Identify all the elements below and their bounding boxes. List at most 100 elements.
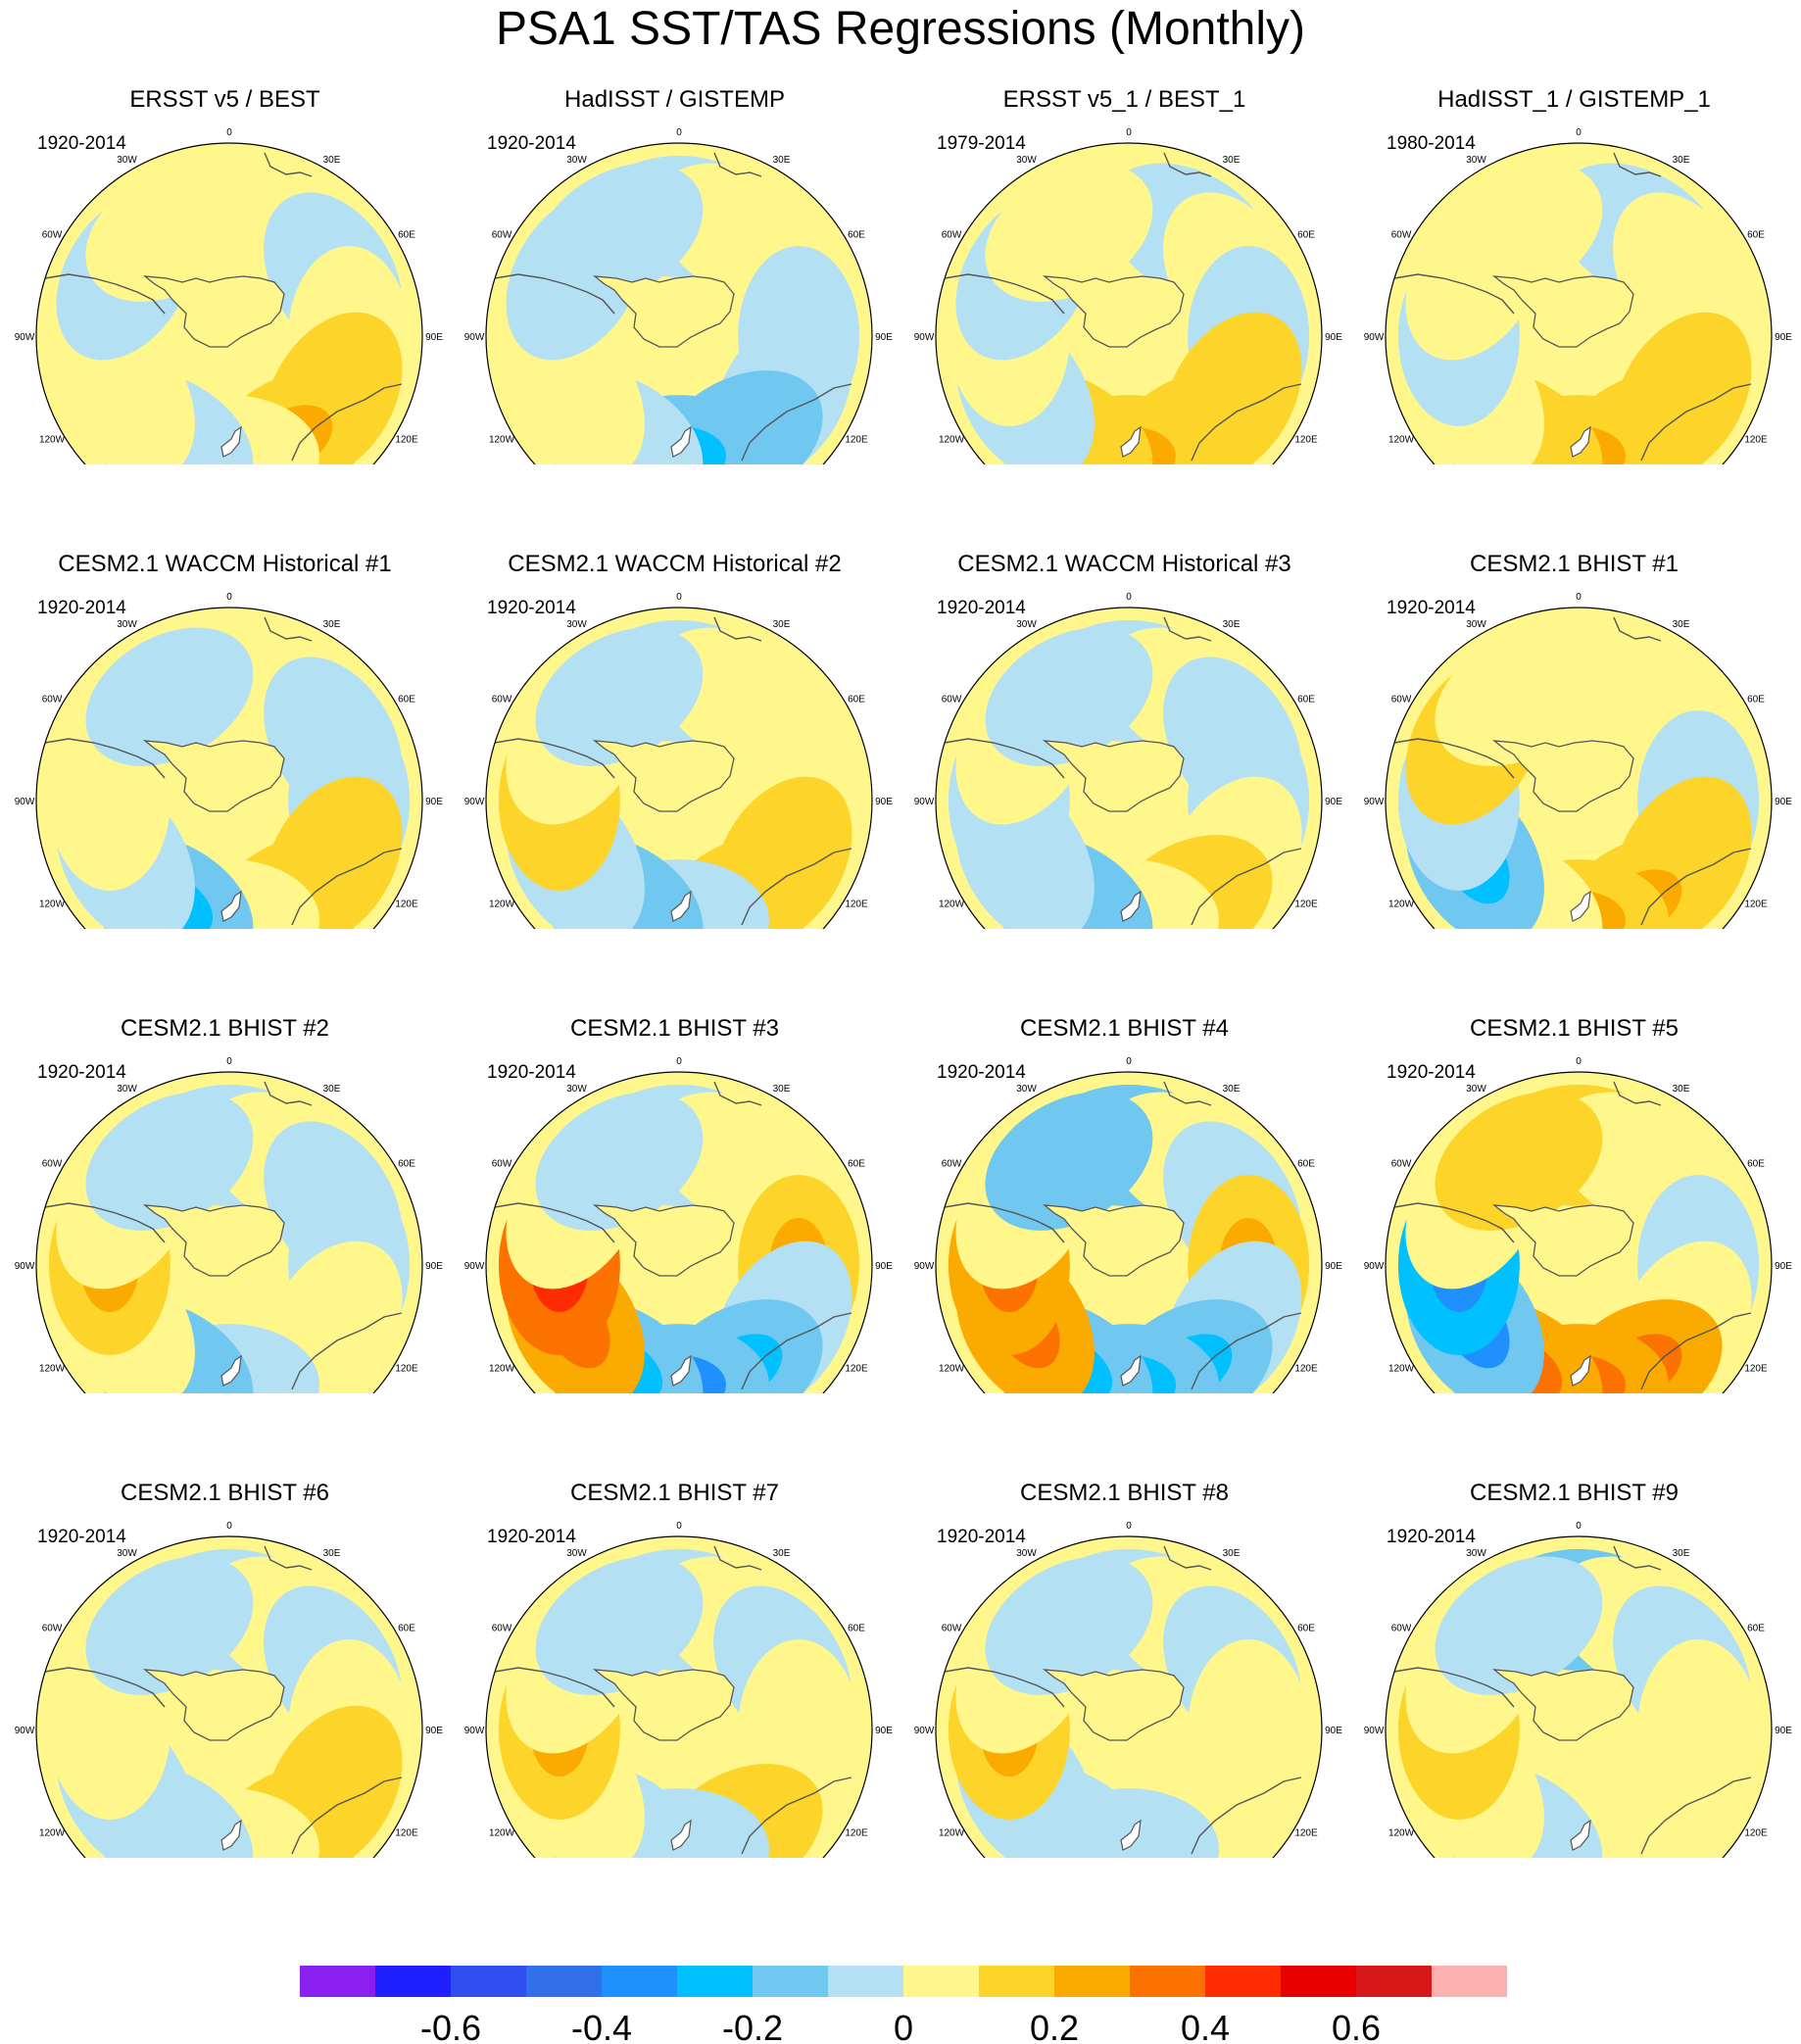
panel-period: 1920-2014 <box>1387 1527 1476 1547</box>
coastline <box>944 1202 1065 1243</box>
longitude-label: 30W <box>117 1084 137 1095</box>
longitude-label: 30W <box>117 619 137 630</box>
longitude-label: 30E <box>1673 619 1690 630</box>
longitude-label: 120E <box>1744 1828 1768 1839</box>
longitude-label: 0 <box>1576 1521 1582 1532</box>
longitude-label: 120E <box>1744 435 1768 446</box>
longitude-label: 90W <box>1364 332 1385 343</box>
longitude-label: 0 <box>1126 592 1132 603</box>
anomaly-region <box>85 163 254 302</box>
longitude-label: 90W <box>15 1726 35 1736</box>
coastline <box>1570 1819 1591 1851</box>
antarctica-coastline <box>1042 275 1185 348</box>
longitude-label: 0 <box>676 592 682 603</box>
colorbar-swatch <box>903 1966 979 1997</box>
longitude-label: 60E <box>1747 1624 1765 1634</box>
anomaly-region <box>1435 1556 1603 1695</box>
longitude-label: 0 <box>1126 1056 1132 1067</box>
longitude-label: 30E <box>1673 155 1690 166</box>
longitude-label: 60E <box>1747 1159 1765 1170</box>
antarctica-coastline <box>142 740 285 812</box>
longitude-label: 90E <box>1775 332 1792 343</box>
panel-period: 1920-2014 <box>937 598 1026 618</box>
map-panel: 030E60E90E120E150E180150W120W90W60W30WCE… <box>0 1393 450 1858</box>
map-panel: 030E60E90E120E150E180150W120W90W60W30WCE… <box>900 464 1349 929</box>
longitude-label: 120W <box>489 900 515 910</box>
longitude-label: 60W <box>942 695 962 706</box>
longitude-label: 120E <box>845 900 868 910</box>
longitude-label: 30W <box>117 155 137 166</box>
coastline <box>1393 1202 1515 1243</box>
panel-title: ERSST v5 / BEST <box>129 86 320 113</box>
coastline <box>713 152 762 177</box>
anomaly-region <box>535 163 704 302</box>
longitude-label: 120E <box>395 1364 418 1375</box>
panel-period: 1920-2014 <box>937 1062 1026 1083</box>
coastline <box>741 383 852 462</box>
coastline <box>1191 383 1302 462</box>
coastline <box>670 1354 692 1387</box>
coastline <box>1640 1312 1752 1390</box>
longitude-label: 30W <box>1016 1084 1037 1095</box>
polar-map: 030E60E90E120E150E180150W120W90W60W30W <box>914 592 1342 929</box>
longitude-label: 0 <box>1126 1521 1132 1532</box>
anomaly-region <box>1435 1092 1603 1231</box>
panel-title: CESM2.1 BHIST #5 <box>1470 1015 1679 1042</box>
longitude-label: 60E <box>398 230 415 241</box>
longitude-label: 120W <box>39 1364 66 1375</box>
antarctica-coastline <box>1042 1204 1185 1277</box>
longitude-label: 60W <box>42 1159 63 1170</box>
colorbar-swatch <box>1054 1966 1130 1997</box>
map-panel: 030E60E90E120E150E180150W120W90W60W30WCE… <box>0 929 450 1393</box>
anomaly-region <box>1435 163 1603 302</box>
longitude-label: 60W <box>942 1159 962 1170</box>
longitude-label: 60E <box>848 695 865 706</box>
longitude-label: 30W <box>566 155 587 166</box>
coastline <box>713 1081 762 1106</box>
longitude-label: 60W <box>492 1624 512 1634</box>
longitude-label: 120E <box>1294 1828 1318 1839</box>
coastline <box>44 738 166 779</box>
polar-map: 030E60E90E120E150E180150W120W90W60W30W <box>914 127 1342 464</box>
anomaly-region <box>85 1556 254 1695</box>
coastline <box>494 738 615 779</box>
panel-period: 1920-2014 <box>37 598 126 618</box>
coastline <box>264 616 313 642</box>
coastline <box>44 1202 166 1243</box>
polar-map: 030E60E90E120E150E180150W120W90W60W30W <box>1364 1521 1792 1858</box>
anomaly-region <box>535 1556 704 1695</box>
coastline <box>1163 616 1212 642</box>
coastline <box>1393 738 1515 779</box>
longitude-label: 30W <box>1466 1548 1486 1559</box>
longitude-label: 120E <box>395 1828 418 1839</box>
antarctica-coastline <box>592 1204 735 1277</box>
longitude-label: 30W <box>1466 619 1486 630</box>
longitude-label: 60W <box>1391 695 1412 706</box>
longitude-label: 120E <box>1294 1364 1318 1375</box>
longitude-label: 120E <box>1294 435 1318 446</box>
polar-map: 030E60E90E120E150E180150W120W90W60W30W <box>464 127 893 464</box>
coastline <box>264 1081 313 1106</box>
anomaly-region <box>1435 627 1603 766</box>
longitude-label: 60E <box>1747 230 1765 241</box>
longitude-label: 30W <box>566 1084 587 1095</box>
coastline <box>944 273 1065 315</box>
colorbar-tick-label: -0.2 <box>722 2008 783 2044</box>
coastline <box>1163 1081 1212 1106</box>
coastline <box>713 1545 762 1571</box>
coastline <box>1613 1081 1662 1106</box>
colorbar-swatch <box>979 1966 1054 1997</box>
colorbar-tick-label: 0.2 <box>1030 2008 1079 2044</box>
longitude-label: 60E <box>848 1624 865 1634</box>
coastline <box>1613 1545 1662 1571</box>
longitude-label: 60W <box>942 1624 962 1634</box>
coastline <box>1640 383 1752 462</box>
longitude-label: 60W <box>492 230 512 241</box>
longitude-label: 0 <box>226 592 232 603</box>
coastline <box>1570 890 1591 922</box>
panel-period: 1920-2014 <box>37 133 126 154</box>
longitude-label: 60W <box>942 230 962 241</box>
longitude-label: 90W <box>914 1726 935 1736</box>
longitude-label: 120E <box>845 1828 868 1839</box>
